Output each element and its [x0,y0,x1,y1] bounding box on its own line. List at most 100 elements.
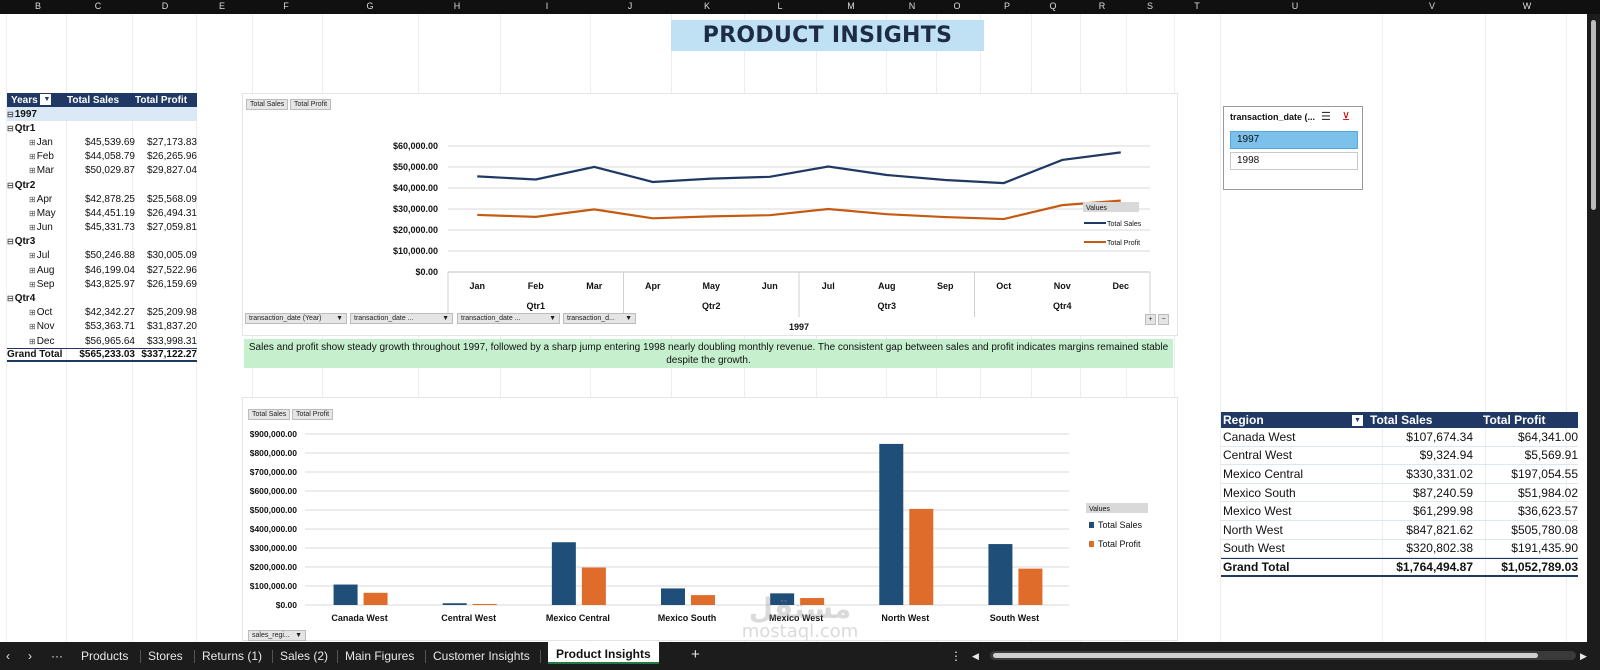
column-header-q[interactable]: Q [1049,1,1057,11]
column-header-r[interactable]: R [1098,1,1106,11]
column-header-c[interactable]: C [94,1,102,11]
more-sheets-button[interactable]: ··· [51,649,63,663]
tab-customer-insights[interactable]: Customer Insights [433,649,530,663]
column-header-u[interactable]: U [1291,1,1299,11]
column-header-w[interactable]: W [1522,1,1532,11]
table-row[interactable]: ⊞May $44,451.19 $26,494.31 [7,206,197,220]
expand-button[interactable]: + [1145,314,1156,325]
collapse-icon[interactable]: ⊟ [7,123,14,133]
column-header-h[interactable]: H [453,1,461,11]
column-header-t[interactable]: T [1194,1,1200,11]
chart-btn-total-profit[interactable]: Total Profit [292,409,334,420]
column-header-d[interactable]: D [161,1,169,11]
clear-filter-icon[interactable]: ⊻ [1342,111,1351,123]
column-header-m[interactable]: M [847,1,855,11]
field-btn-date-year[interactable]: transaction_date (Year) ▼ [245,313,347,324]
slicer-item-1998[interactable]: 1998 [1230,152,1358,170]
tab-stores[interactable]: Stores [148,649,183,663]
collapse-button[interactable]: − [1158,314,1169,325]
expand-icon[interactable]: ⊞ [29,166,36,176]
collapse-icon[interactable]: ⊟ [7,237,14,247]
tab-main-figures[interactable]: Main Figures [345,649,415,663]
field-btn-date-4[interactable]: transaction_d... ▼ [563,313,636,324]
tab-returns-1[interactable]: Returns (1) [202,649,263,663]
field-btn-sales-region[interactable]: sales_regi... ▼ [248,630,306,641]
expand-icon[interactable]: ⊞ [29,265,36,275]
expand-icon[interactable]: ⊞ [29,152,36,162]
table-row[interactable]: ⊞Jun $45,331.73 $27,059.81 [7,221,197,235]
table-row[interactable]: ⊞Nov $53,363.71 $31,837.20 [7,320,197,334]
collapse-icon[interactable]: ⊟ [7,180,14,190]
column-header-l[interactable]: L [777,1,783,11]
pivot-header-region[interactable]: Region ▼ [1221,413,1366,427]
table-row[interactable]: ⊞Apr $42,878.25 $25,568.09 [7,192,197,206]
pivot-quarter-row[interactable]: ⊟Qtr1 [7,121,197,135]
field-btn-date-2[interactable]: transaction_date ... ▼ [350,313,453,324]
table-row[interactable]: Canada West $107,674.34 $64,341.00 [1221,428,1578,447]
collapse-icon[interactable]: ⊟ [7,109,14,119]
filter-icon[interactable]: ▼ [40,94,52,106]
line-chart[interactable]: Total Sales Total Profit $0.00 $10,000.00… [242,93,1178,336]
chart-btn-total-sales[interactable]: Total Sales [246,99,289,110]
column-header-f[interactable]: F [283,1,289,11]
column-header-v[interactable]: V [1428,1,1436,11]
column-header-k[interactable]: K [703,1,711,11]
pivot-quarter-row[interactable]: ⊟Qtr2 [7,178,197,192]
column-header-i[interactable]: I [545,1,549,11]
tab-sales-2[interactable]: Sales (2) [280,649,329,663]
multi-select-icon[interactable]: ☰ [1321,111,1331,123]
expand-icon[interactable]: ⊞ [29,137,36,147]
column-header-n[interactable]: N [908,1,916,11]
pivot-grand-total-row[interactable]: Grand Total $1,764,494.87 $1,052,789.03 [1221,558,1578,577]
table-row[interactable]: ⊞Mar $50,029.87 $29,827.04 [7,164,197,178]
filter-icon[interactable]: ▼ [1352,415,1363,426]
pivot-quarter-row[interactable]: ⊟Qtr4 [7,291,197,305]
worksheet[interactable]: PRODUCT INSIGHTS Years ▼ Total Sales Tot… [0,14,1586,642]
options-icon[interactable]: ⋮ [950,649,962,663]
table-row[interactable]: ⊞Sep $43,825.97 $26,159.69 [7,277,197,291]
expand-icon[interactable]: ⊞ [29,322,36,332]
tab-products[interactable]: Products [81,649,129,663]
collapse-icon[interactable]: ⊟ [7,294,14,304]
table-row[interactable]: ⊞Jul $50,246.88 $30,005.09 [7,249,197,263]
field-btn-date-3[interactable]: transaction_date ... ▼ [457,313,560,324]
expand-icon[interactable]: ⊞ [29,194,36,204]
table-row[interactable]: Mexico Central $330,331.02 $197,054.55 [1221,465,1578,484]
table-row[interactable]: ⊞Feb $44,058.79 $26,265.96 [7,150,197,164]
column-header-s[interactable]: S [1146,1,1154,11]
table-row[interactable]: Central West $9,324.94 $5,569.91 [1221,447,1578,466]
chart-btn-total-profit[interactable]: Total Profit [290,99,332,110]
scroll-thumb[interactable] [993,653,1538,658]
scroll-left-icon[interactable]: ◀ [972,651,979,661]
expand-icon[interactable]: ⊞ [29,336,36,346]
vertical-scrollbar[interactable] [1587,14,1600,642]
pivot-grand-total-row[interactable]: Grand Total $565,233.03 $337,122.27 [7,348,197,363]
slicer-transaction-date[interactable]: transaction_date (... ☰ ⊻ 1997 1998 [1223,106,1363,190]
slicer-item-1997[interactable]: 1997 [1230,131,1358,149]
table-row[interactable]: ⊞Oct $42,342.27 $25,209.98 [7,306,197,320]
table-row[interactable]: ⊞Aug $46,199.04 $27,522.96 [7,263,197,277]
chart-btn-total-sales[interactable]: Total Sales [248,409,291,420]
pivot-table-regions[interactable]: Region ▼ Total Sales Total Profit Canada … [1221,412,1578,577]
table-row[interactable]: Mexico South $87,240.59 $51,984.02 [1221,484,1578,503]
pivot-quarter-row[interactable]: ⊟Qtr3 [7,235,197,249]
expand-icon[interactable]: ⊞ [29,223,36,233]
column-header-j[interactable]: J [627,1,633,11]
table-row[interactable]: ⊞Dec $56,965.64 $33,998.31 [7,334,197,348]
scroll-right-icon[interactable]: ▶ [1580,651,1587,661]
table-row[interactable]: Mexico West $61,299.98 $36,623.57 [1221,502,1578,521]
horizontal-scrollbar[interactable] [990,651,1576,660]
bar-chart[interactable]: Total Sales Total Profit $0.00 $100,000.0… [242,397,1178,641]
table-row[interactable]: South West $320,802.38 $191,435.90 [1221,540,1578,559]
pivot-header-years[interactable]: Years ▼ [7,94,65,106]
pivot-year-row[interactable]: ⊟1997 [7,107,197,122]
pivot-table-monthly[interactable]: Years ▼ Total Sales Total Profit ⊟1997 ⊟Q… [7,93,197,363]
table-row[interactable]: North West $847,821.62 $505,780.08 [1221,521,1578,540]
column-header-b[interactable]: B [34,1,42,11]
prev-sheet-icon[interactable]: ‹ [6,649,10,663]
scroll-thumb[interactable] [1591,20,1596,210]
tab-product-insights[interactable]: Product Insights [548,642,659,664]
column-header-e[interactable]: E [218,1,226,11]
table-row[interactable]: ⊞Jan $45,539.69 $27,173.83 [7,135,197,149]
expand-icon[interactable]: ⊞ [29,208,36,218]
